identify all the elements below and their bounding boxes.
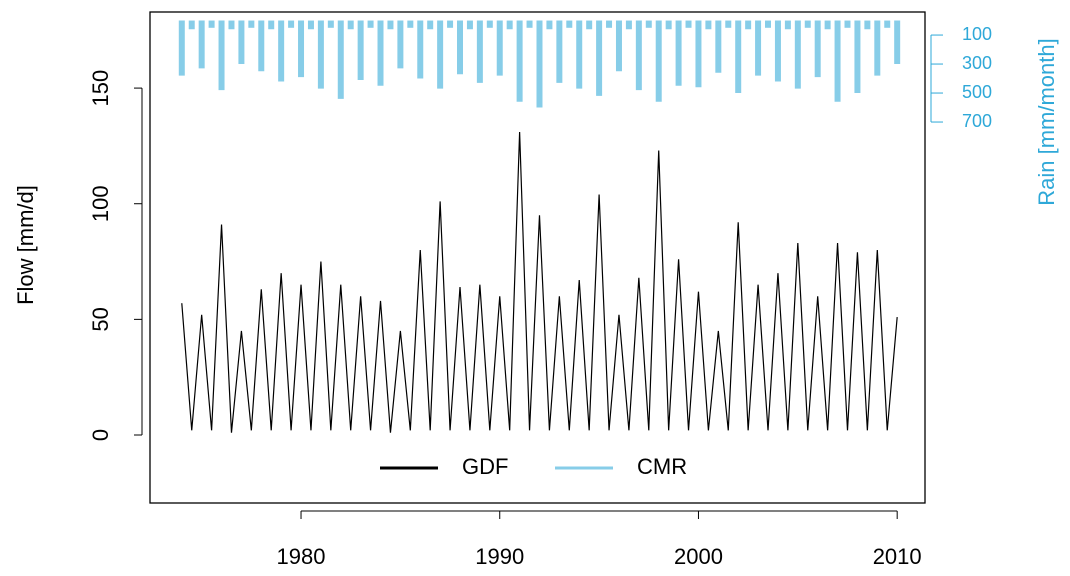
y-tick-label: 150 [88,70,113,107]
plot-frame [149,11,926,504]
x-tick-label: 1980 [277,544,326,569]
y2-tick-label: 100 [962,24,992,44]
x-tick-label: 2010 [873,544,922,569]
y-tick-label: 100 [88,185,113,222]
legend-label: CMR [637,454,687,479]
y2-tick-label: 500 [962,82,992,102]
y2-axis-label: Rain [mm/month] [1034,38,1059,206]
y2-tick-label: 300 [962,53,992,73]
y-tick-label: 0 [88,429,113,441]
y-tick-label: 50 [88,307,113,331]
y-axis-label: Flow [mm/d] [13,185,38,305]
legend-label: GDF [462,454,508,479]
x-tick-label: 1990 [475,544,524,569]
y2-tick-label: 700 [962,111,992,131]
x-tick-label: 2000 [674,544,723,569]
flow-line [181,132,898,433]
